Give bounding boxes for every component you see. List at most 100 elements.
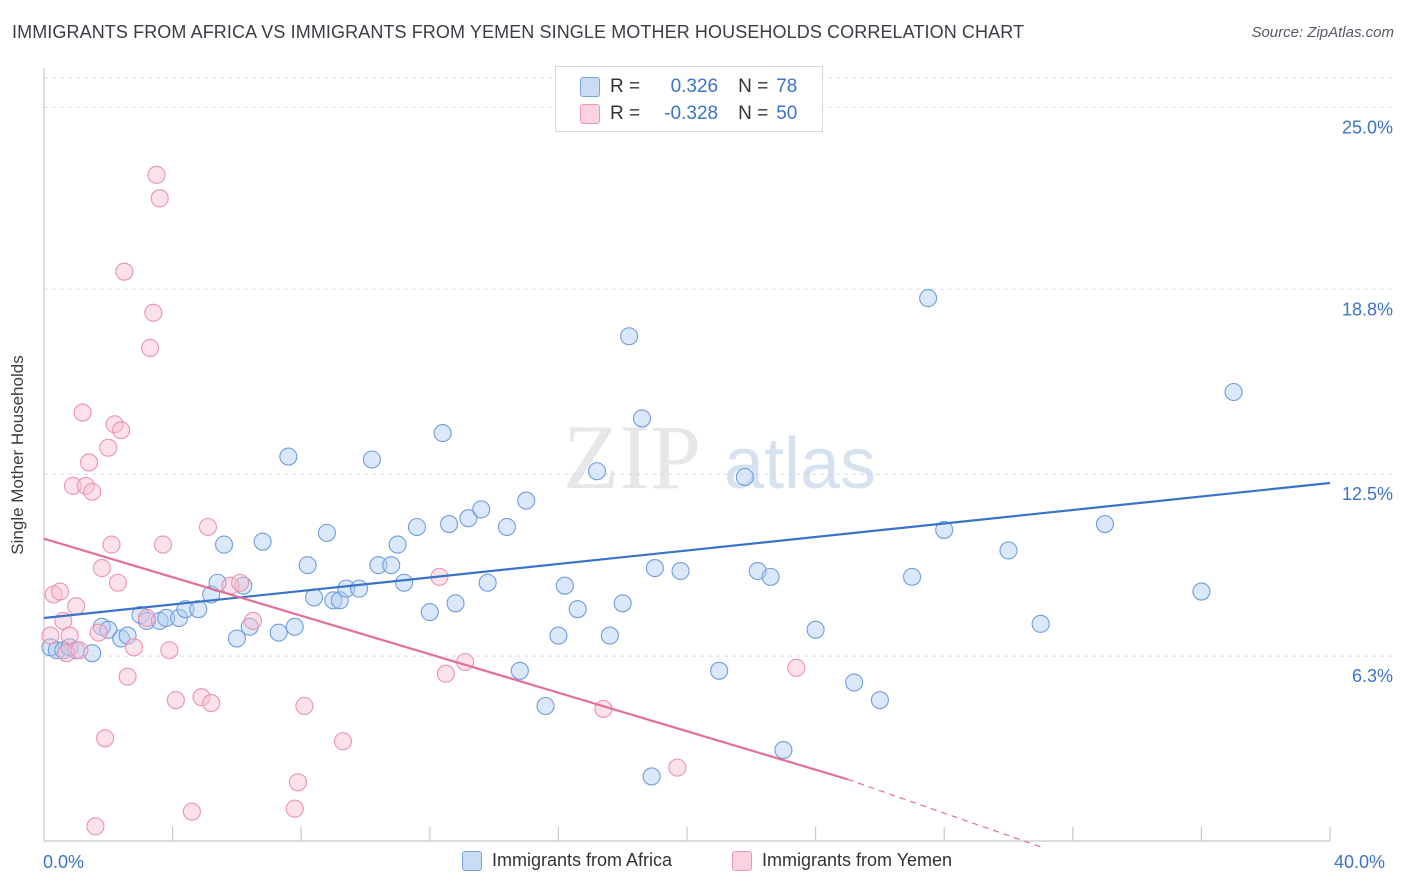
- africa-point: [433, 424, 452, 443]
- yemen-point: [60, 626, 79, 645]
- yemen-point: [137, 608, 156, 628]
- yemen-point: [333, 732, 353, 751]
- legend-n-value: 50: [776, 103, 798, 124]
- watermark-zip: ZIP: [563, 406, 701, 508]
- yemen-point: [150, 189, 169, 208]
- x-tick-label-min: 0.0%: [43, 852, 85, 872]
- africa-point: [845, 673, 864, 692]
- africa-point: [298, 556, 317, 575]
- yemen-point: [202, 694, 221, 713]
- africa-point: [440, 515, 459, 534]
- yemen-point: [124, 638, 144, 657]
- legend-r-value: -0.328: [664, 103, 719, 124]
- watermark-atlas: atlas: [724, 424, 876, 504]
- africa-point: [285, 617, 304, 636]
- y-tick-label: 12.5%: [1342, 484, 1393, 504]
- africa-point: [157, 608, 176, 628]
- source-text: Source: ZipAtlas.com: [1251, 24, 1394, 41]
- bottom-legend-swatch-africa: [462, 850, 482, 871]
- africa-point: [761, 567, 780, 586]
- yemen-point: [112, 421, 131, 440]
- yemen-point: [285, 799, 304, 818]
- yemen-point: [153, 535, 173, 554]
- legend-r-value: 0.326: [670, 76, 719, 97]
- africa-point: [510, 661, 529, 680]
- africa-point: [382, 556, 401, 575]
- africa-point: [555, 576, 574, 595]
- yemen-point: [436, 664, 455, 683]
- africa-point: [395, 573, 414, 592]
- trendline-yemen: [847, 778, 1041, 848]
- africa-point: [317, 523, 336, 542]
- yemen-point: [118, 667, 137, 686]
- yemen-point: [92, 559, 111, 578]
- africa-point: [710, 661, 729, 680]
- africa-point: [919, 289, 938, 308]
- trendline-africa: [43, 481, 1331, 620]
- yemen-point: [166, 691, 185, 710]
- legend-row-africa: R = 0.326 N = 78: [580, 73, 797, 101]
- yemen-point: [147, 165, 166, 184]
- legend-n-label: N =: [738, 76, 769, 97]
- africa-point: [1224, 382, 1243, 402]
- africa-point: [240, 617, 259, 636]
- trendlines: [43, 481, 1331, 848]
- chart-title: IMMIGRANTS FROM AFRICA VS IMMIGRANTS FRO…: [12, 22, 1025, 42]
- yemen-point: [89, 623, 108, 642]
- yemen-point: [182, 802, 201, 821]
- trendline-yemen: [43, 537, 849, 781]
- africa-point: [330, 591, 349, 610]
- legend-r-label: R =: [610, 103, 641, 124]
- africa-point: [350, 579, 369, 598]
- series-africa-points: [41, 289, 1243, 786]
- yemen-point: [144, 303, 163, 322]
- yemen-point: [70, 641, 89, 660]
- yemen-point: [63, 476, 82, 495]
- yemen-point: [83, 482, 102, 501]
- africa-point: [999, 541, 1018, 560]
- africa-point: [1095, 515, 1114, 534]
- africa-point: [118, 626, 137, 645]
- africa-point: [478, 573, 497, 592]
- yemen-point: [198, 517, 218, 537]
- y-tick-label: 25.0%: [1342, 117, 1393, 137]
- yemen-point: [108, 573, 127, 592]
- africa-point: [279, 447, 298, 466]
- africa-point: [324, 591, 343, 610]
- legend-swatch-africa: [580, 77, 600, 97]
- africa-point: [549, 626, 568, 645]
- yemen-point: [787, 658, 806, 677]
- africa-point: [600, 626, 619, 645]
- y-tick-labels: 6.3% 12.5% 18.8% 25.0%: [1342, 117, 1393, 686]
- africa-point: [620, 327, 639, 346]
- bottom-legend-swatch-yemen: [732, 850, 752, 871]
- africa-point: [369, 556, 388, 575]
- bottom-legend-yemen: Immigrants from Yemen: [732, 850, 952, 871]
- africa-point: [806, 620, 825, 639]
- africa-point: [305, 588, 324, 607]
- africa-point: [234, 576, 253, 595]
- africa-point: [388, 535, 407, 554]
- africa-point: [735, 468, 754, 487]
- yemen-point: [192, 688, 211, 707]
- axes: [43, 68, 1331, 842]
- legend-n-label: N =: [738, 103, 769, 124]
- y-tick-label: 18.8%: [1342, 299, 1393, 319]
- bottom-legend-label-africa: Immigrants from Africa: [492, 850, 673, 870]
- bottom-legend-label-yemen: Immigrants from Yemen: [762, 850, 953, 870]
- yemen-point: [141, 338, 160, 358]
- yemen-point: [51, 582, 70, 601]
- yemen-point: [115, 262, 134, 281]
- africa-point: [362, 450, 381, 469]
- africa-point: [517, 491, 536, 510]
- yemen-point: [96, 729, 115, 748]
- africa-point: [269, 623, 288, 642]
- yemen-point: [73, 403, 92, 422]
- africa-point: [870, 691, 889, 710]
- africa-point: [587, 462, 607, 481]
- yemen-point: [288, 773, 308, 792]
- yemen-point: [67, 597, 86, 616]
- africa-point: [227, 629, 246, 648]
- legend-row-yemen: R = -0.328 N = 50: [580, 100, 797, 128]
